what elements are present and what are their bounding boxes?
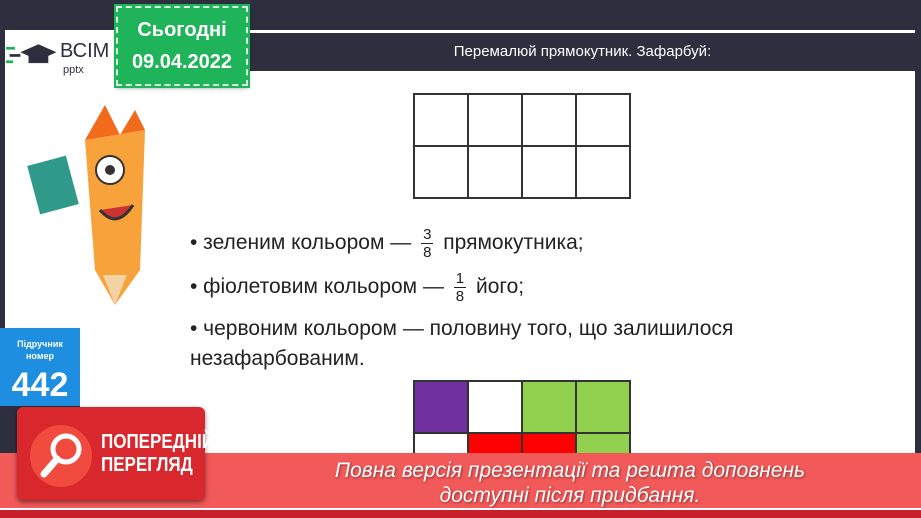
- graduation-cap-logo-icon: [6, 44, 57, 64]
- bullet-text: незафарбованим.: [190, 347, 365, 370]
- banner-strip: [0, 508, 921, 518]
- textbook-number-badge: Підручник номер 442: [0, 328, 80, 406]
- pencil-mascot-icon: [27, 105, 145, 305]
- textbook-number: 442: [11, 366, 69, 404]
- preview-label: ПОПЕРЕДНІЙ ПЕРЕГЛЯД: [101, 431, 215, 476]
- slide-header: Перемалюй прямокутник. Зафарбуй:: [250, 31, 915, 71]
- date-value: 09.04.2022: [131, 51, 233, 73]
- slide-title: Перемалюй прямокутник. Зафарбуй:: [453, 43, 712, 60]
- textbook-label: Підручник: [17, 339, 63, 349]
- bullet-text: прямокутника;: [443, 231, 584, 255]
- bullet-red: • червоним кольором — половину того, що …: [190, 314, 733, 374]
- date-badge: Сьогодні 09.04.2022: [114, 4, 250, 88]
- bullet-text: • фіолетовим кольором —: [190, 275, 444, 299]
- grid-cell: [522, 381, 576, 433]
- logo-subtext: pptx: [63, 64, 84, 76]
- empty-rectangle-grid: [413, 93, 631, 199]
- grid-cell: [576, 381, 630, 433]
- number-label: номер: [26, 351, 54, 361]
- bullet-text: • зеленим кольором —: [190, 231, 412, 255]
- bullet-text: його;: [475, 275, 525, 299]
- logo-text: ВСІМ: [60, 40, 110, 62]
- today-label: Сьогодні: [137, 19, 227, 41]
- banner-line: Повна версія презентації та решта доповн…: [334, 459, 806, 482]
- grid-cell: [414, 381, 468, 433]
- preview-button[interactable]: ПОПЕРЕДНІЙ ПЕРЕГЛЯД: [17, 407, 214, 500]
- banner-text: Повна версія презентації та решта доповн…: [250, 458, 890, 508]
- magnifier-icon: [30, 425, 92, 487]
- banner-line: доступні після придбання.: [439, 484, 701, 507]
- bullet-text: • червоним кольором — половину того, що …: [190, 317, 734, 340]
- grid-cell: [468, 381, 522, 433]
